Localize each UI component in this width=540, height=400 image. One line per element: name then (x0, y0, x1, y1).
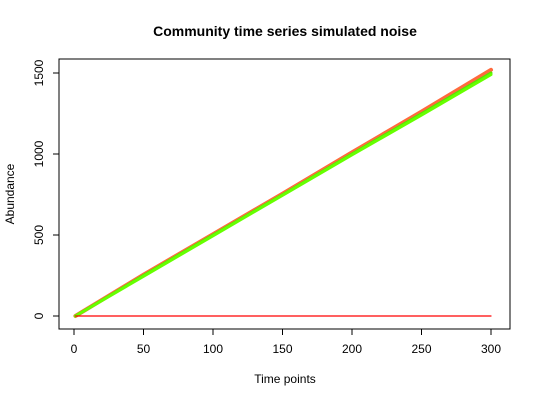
x-tick-label: 200 (342, 342, 362, 356)
series-layer (73, 67, 493, 318)
y-axis-label: Abundance (3, 163, 17, 224)
x-axis-label: Time points (254, 372, 316, 386)
y-tick-label: 1500 (32, 59, 46, 86)
y-tick-label: 1000 (32, 140, 46, 167)
x-tick-label: 50 (137, 342, 151, 356)
series-line-3 (73, 73, 493, 318)
y-axis: 0 500 1000 1500 (32, 59, 60, 319)
y-tick-label: 500 (32, 225, 46, 245)
y-tick-label: 0 (32, 312, 46, 319)
x-tick-label: 0 (71, 342, 78, 356)
chart-title: Community time series simulated noise (153, 23, 417, 39)
x-tick-label: 250 (411, 342, 431, 356)
x-axis: 0 50 100 150 200 250 300 (71, 328, 501, 356)
x-tick-label: 100 (203, 342, 223, 356)
x-tick-label: 150 (272, 342, 292, 356)
x-tick-label: 300 (481, 342, 501, 356)
